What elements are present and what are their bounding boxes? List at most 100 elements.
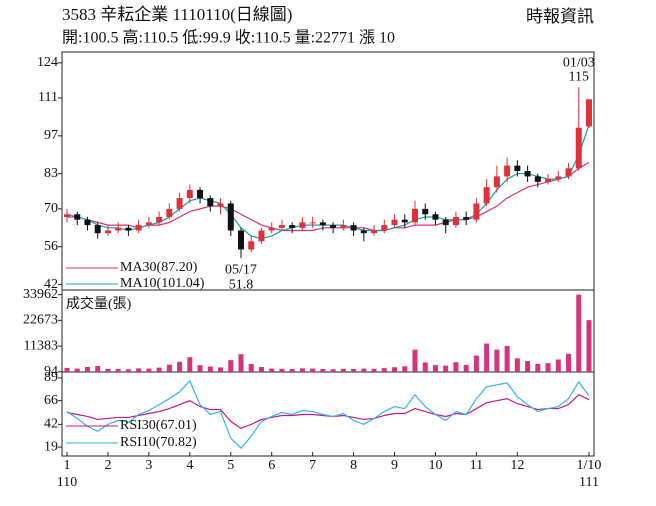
volume-bar xyxy=(207,366,213,372)
y-tick-label: 89 xyxy=(44,370,58,385)
candle-body xyxy=(432,214,439,220)
volume-bar xyxy=(586,320,592,372)
candle-body xyxy=(452,216,459,226)
volume-bar xyxy=(64,367,70,372)
y-tick-label: 94 xyxy=(44,364,58,379)
x-tick-label: 8 xyxy=(350,458,357,473)
volume-bar xyxy=(494,349,500,372)
x-tick-label: 4 xyxy=(186,458,193,473)
source: 時報資訊 xyxy=(526,7,594,26)
volume-bar xyxy=(484,343,490,372)
volume-bar xyxy=(371,368,377,372)
x-tick-label: 6 xyxy=(268,458,275,473)
volume-bar xyxy=(535,364,541,372)
volume-bar xyxy=(463,364,469,372)
quote: 開:100.5 高:110.5 低:99.9 收:110.5 量:22771 漲… xyxy=(62,29,395,47)
annotation-value: 115 xyxy=(569,69,589,84)
candle-body xyxy=(125,227,132,231)
x-year-label: 110 xyxy=(57,475,77,490)
volume-bar xyxy=(310,368,316,372)
y-tick-label: 83 xyxy=(44,166,58,181)
volume-bar xyxy=(392,367,398,372)
y-tick-label: 66 xyxy=(44,393,58,408)
x-tick-label: 2 xyxy=(104,458,111,473)
volume-bar xyxy=(504,346,510,372)
y-tick-label: 11383 xyxy=(24,338,58,353)
volume-bar xyxy=(115,369,121,372)
candle-body xyxy=(145,222,152,226)
candle-body xyxy=(422,208,429,215)
volume-bar xyxy=(248,364,254,372)
candle-body xyxy=(135,225,142,231)
y-tick-label: 124 xyxy=(37,55,58,70)
x-tick-label: 10 xyxy=(428,458,442,473)
y-tick-label: 22673 xyxy=(23,313,58,328)
x-tick-label: 1/10 xyxy=(577,458,602,473)
candle-body xyxy=(391,219,398,226)
volume-bar xyxy=(74,368,80,372)
candle-body xyxy=(197,189,204,199)
candle-body xyxy=(227,203,234,231)
y-tick-label: 56 xyxy=(44,239,58,254)
volume-bar xyxy=(156,367,162,372)
volume-bar xyxy=(381,368,387,372)
volume-bar xyxy=(514,358,520,372)
volume-bar xyxy=(453,362,459,372)
volume-panel xyxy=(61,289,595,373)
candle-body xyxy=(74,214,81,220)
volume-bar xyxy=(443,365,449,372)
candle-body xyxy=(84,219,91,226)
candle-body xyxy=(104,230,111,234)
legend-label: MA30(87.20) xyxy=(120,260,198,275)
volume-bar xyxy=(218,367,224,372)
volume-bar xyxy=(238,354,244,372)
volume-bar xyxy=(197,365,203,372)
price-panel xyxy=(61,51,595,291)
x-year-label: 111 xyxy=(579,475,599,490)
candle-body xyxy=(166,208,173,217)
candle-body xyxy=(330,225,337,228)
annotation-value: 51.8 xyxy=(229,277,254,292)
candle-body xyxy=(299,222,306,228)
x-tick-label: 7 xyxy=(309,458,316,473)
candle-body xyxy=(64,214,70,217)
volume-bar xyxy=(320,369,326,372)
candle-body xyxy=(207,198,214,207)
candle-body xyxy=(176,198,183,209)
candle-body xyxy=(186,189,193,199)
volume-bar xyxy=(340,368,346,372)
volume-bar xyxy=(187,357,193,372)
candle-body xyxy=(401,219,408,223)
volume-bar xyxy=(84,366,90,372)
chart-title: 3583 辛耘企業 1110110(日線圖) xyxy=(62,5,292,24)
annotation-date: 01/03 xyxy=(563,55,595,70)
y-tick-label: 19 xyxy=(44,439,58,454)
volume-bar xyxy=(146,368,152,372)
candle-body xyxy=(217,203,224,207)
ma-line xyxy=(67,161,590,232)
volume-bar xyxy=(566,353,572,372)
y-tick-label: 42 xyxy=(44,277,58,292)
volume-bar xyxy=(351,369,357,372)
candle-body xyxy=(493,176,500,188)
legend-label: RSI10(70.82) xyxy=(120,435,197,450)
volume-bar xyxy=(136,368,142,372)
candle-body xyxy=(565,168,572,177)
volume-bar xyxy=(402,366,408,372)
volume-bar xyxy=(555,359,561,372)
y-tick-label: 111 xyxy=(38,90,58,105)
volume-bar xyxy=(95,366,101,372)
x-tick-label: 11 xyxy=(470,458,483,473)
x-tick-label: 12 xyxy=(510,458,524,473)
candle-body xyxy=(350,225,357,231)
y-tick-label: 42 xyxy=(44,417,58,432)
candle-body xyxy=(289,225,296,228)
y-tick-label: 97 xyxy=(44,128,58,143)
candle-body xyxy=(381,225,388,231)
candle-body xyxy=(156,216,163,223)
volume-bar xyxy=(228,360,234,372)
candle-body xyxy=(258,230,265,242)
ma-line xyxy=(66,124,590,240)
candle-body xyxy=(412,208,418,223)
